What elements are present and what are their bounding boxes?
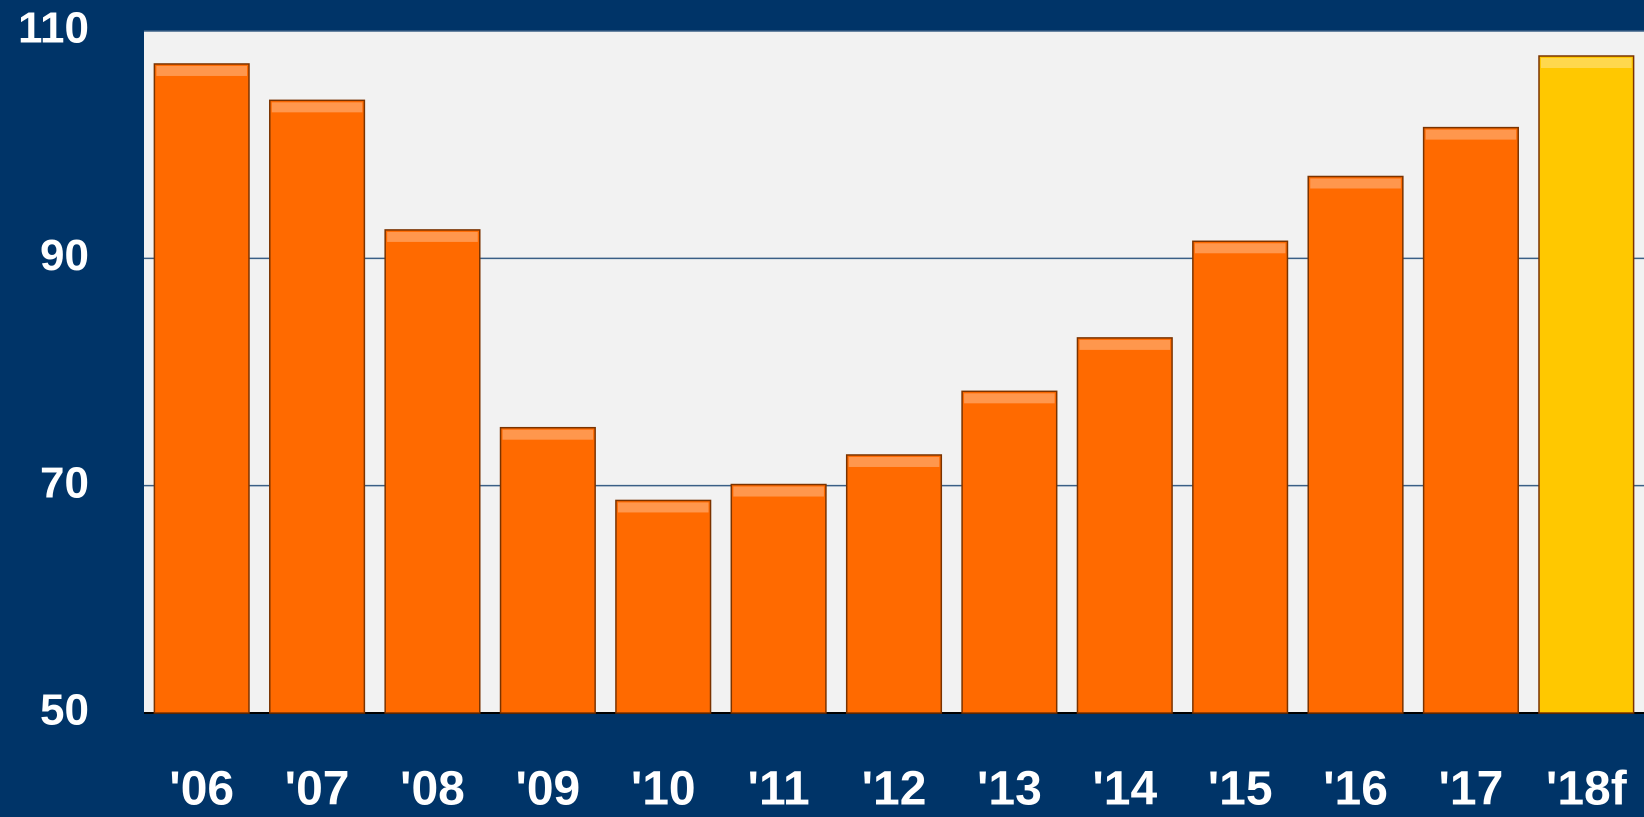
x-tick-label: '12 [862,763,927,816]
bar [615,499,712,714]
bar [1538,55,1635,714]
x-tick-label: '08 [400,763,465,816]
bar-bevel [733,486,824,497]
x-tick-label: '17 [1439,763,1504,816]
x-tick-label: '14 [1092,763,1157,816]
bar-bevel [1425,129,1517,140]
y-tick-label: 50 [40,686,89,735]
bar-bevel [1194,243,1286,254]
bar-bevel [617,502,709,513]
bar-bevel [502,429,594,440]
bar [1192,240,1289,714]
bar-bevel [156,65,247,76]
x-tick-label: '09 [515,763,580,816]
bar [845,454,943,714]
x-tick-label: '06 [169,763,234,816]
bar [730,483,827,714]
x-tick-label: '15 [1208,763,1273,816]
bar [1307,175,1404,714]
y-tick-label: 110 [18,4,89,53]
bar [499,426,596,714]
bar [153,63,250,714]
bar-bevel [387,231,478,242]
bar-bevel [1310,178,1401,189]
bar-bevel [848,456,940,467]
y-tick-label: 70 [40,458,89,507]
y-tick-label: 90 [40,231,89,280]
x-tick-label: '10 [631,763,696,816]
x-tick-label: '18f [1546,763,1628,816]
x-tick-label: '11 [748,763,810,816]
bar-bevel [1079,339,1171,350]
bar-bevel [1541,58,1632,69]
bar [269,99,366,714]
x-tick-label: '13 [977,763,1042,816]
bar-bevel [964,393,1055,404]
x-tick-label: '07 [285,763,350,816]
x-tick-label: '16 [1323,763,1388,816]
bar [1422,126,1519,714]
bar [1076,337,1173,714]
bar [961,390,1058,714]
bar [384,229,481,714]
bar-bevel [271,102,363,113]
